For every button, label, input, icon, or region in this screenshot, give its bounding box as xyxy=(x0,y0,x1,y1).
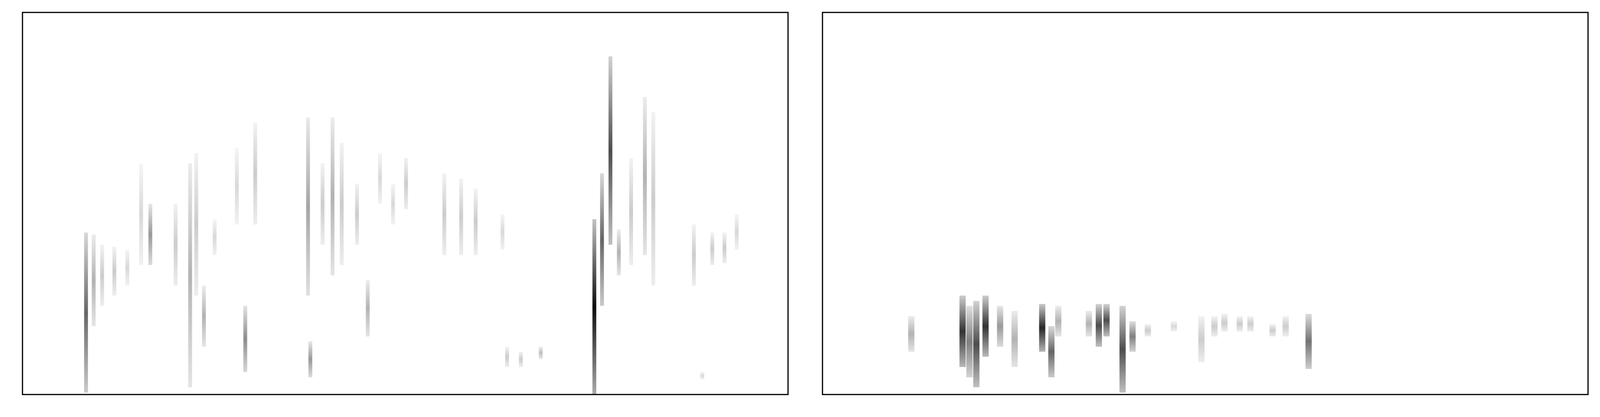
streak xyxy=(1055,306,1062,337)
streak xyxy=(188,163,192,388)
streak xyxy=(691,224,696,286)
streak xyxy=(997,306,1004,347)
streak xyxy=(959,295,966,367)
streak xyxy=(112,246,117,296)
streak xyxy=(538,346,543,360)
streak xyxy=(366,280,370,337)
streak xyxy=(1247,316,1254,332)
streak xyxy=(982,295,989,357)
streak xyxy=(643,97,647,256)
streak xyxy=(1129,321,1136,353)
streak xyxy=(330,117,335,276)
streak xyxy=(377,153,382,204)
streak xyxy=(616,229,621,276)
streak xyxy=(519,352,523,368)
streak xyxy=(722,232,727,264)
streak xyxy=(91,234,96,327)
streak xyxy=(442,173,447,256)
streak xyxy=(1211,316,1218,337)
streak xyxy=(608,56,613,245)
streak xyxy=(1305,313,1312,369)
streak xyxy=(125,249,130,286)
streak xyxy=(1144,324,1152,337)
streak xyxy=(148,203,153,266)
streak xyxy=(1198,316,1205,363)
streak xyxy=(629,157,634,266)
streak xyxy=(173,203,178,286)
streak xyxy=(194,153,199,296)
streak xyxy=(505,346,510,367)
panel xyxy=(822,12,1589,395)
streaks xyxy=(908,295,1312,393)
streak xyxy=(651,112,656,287)
streak xyxy=(500,214,505,250)
streak xyxy=(734,214,739,250)
streak xyxy=(1011,311,1018,367)
streak xyxy=(1282,316,1289,337)
streak xyxy=(243,306,248,373)
streak xyxy=(320,163,325,245)
streak xyxy=(1170,321,1178,333)
streak xyxy=(355,183,359,245)
streak xyxy=(201,285,206,347)
panel xyxy=(22,12,789,395)
streak xyxy=(1095,304,1102,347)
streak xyxy=(212,219,217,256)
streak xyxy=(253,122,257,225)
streak xyxy=(1103,304,1110,337)
streak xyxy=(1039,304,1046,353)
streak xyxy=(306,117,311,296)
plot-frame xyxy=(822,12,1589,395)
streak xyxy=(1119,306,1126,393)
streak xyxy=(339,142,344,266)
streak xyxy=(1221,313,1228,332)
streak xyxy=(390,183,395,225)
streak xyxy=(459,178,464,256)
streak xyxy=(1236,316,1244,332)
streak xyxy=(700,372,705,380)
streak xyxy=(600,173,604,306)
streak xyxy=(1048,326,1055,378)
streak xyxy=(234,148,239,225)
streak xyxy=(973,300,980,388)
streak xyxy=(908,316,915,352)
streak xyxy=(710,232,715,266)
streak xyxy=(139,163,144,266)
streak xyxy=(404,157,409,210)
streak xyxy=(84,232,89,393)
streaks xyxy=(84,56,739,395)
streak xyxy=(592,219,597,395)
plot-frame xyxy=(22,12,789,395)
streak xyxy=(308,341,313,378)
streak xyxy=(1269,324,1276,337)
streak xyxy=(473,188,478,256)
figure xyxy=(0,0,1600,417)
streak xyxy=(100,244,104,307)
streak xyxy=(966,306,973,378)
streak xyxy=(1085,311,1092,337)
